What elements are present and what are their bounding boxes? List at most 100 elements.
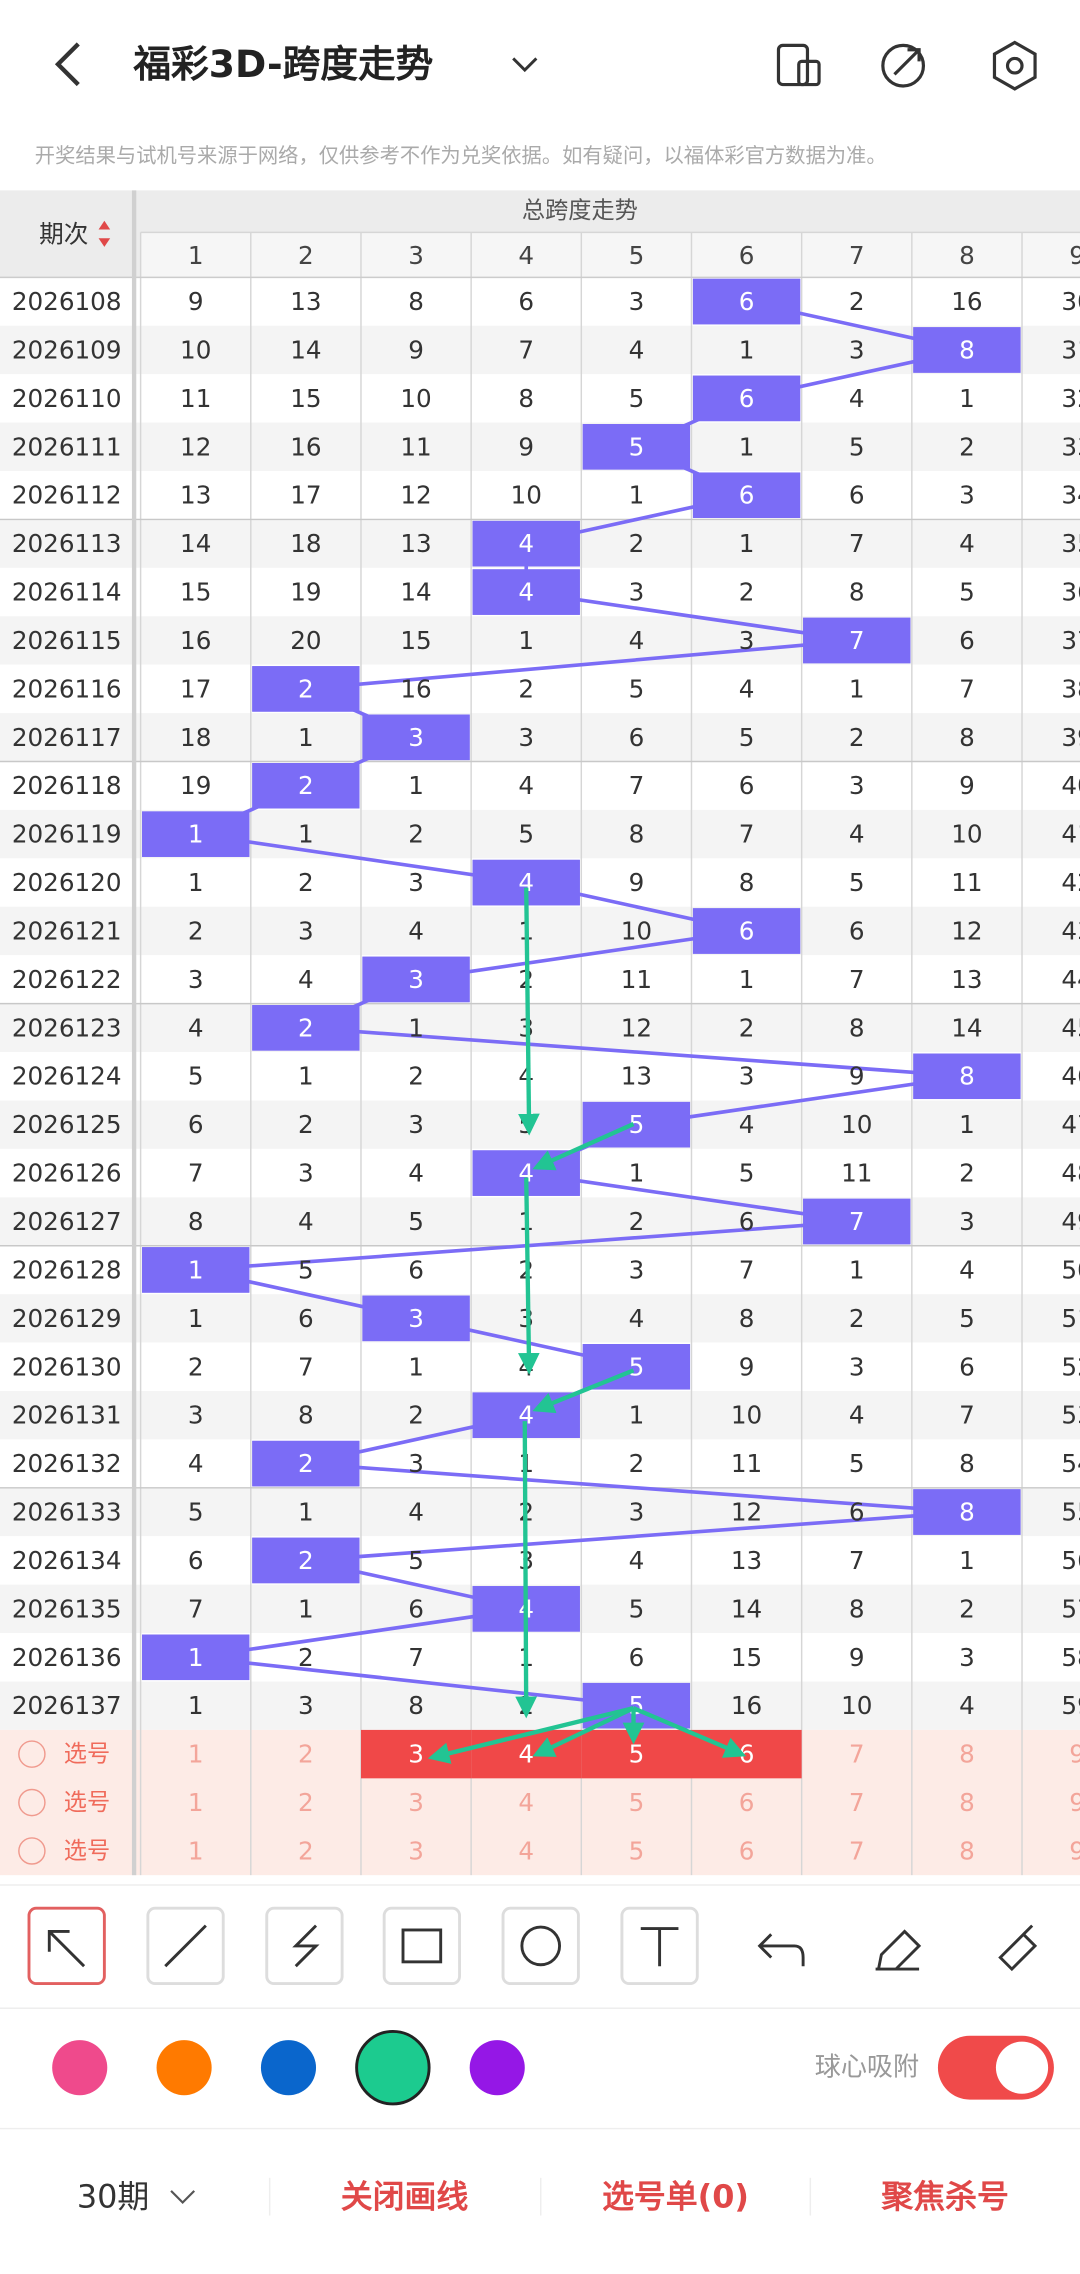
- cell: 5: [629, 1110, 645, 1139]
- cell: 8: [518, 384, 534, 413]
- pick-cell[interactable]: 2: [298, 1836, 314, 1865]
- cell: 12: [731, 1498, 762, 1527]
- pick-cell[interactable]: 8: [959, 1740, 975, 1769]
- pick-list-button[interactable]: 选号单(0): [602, 2178, 749, 2216]
- hit-cell-face: [692, 908, 801, 954]
- cell: 53: [1061, 1401, 1080, 1430]
- period: 2026112: [12, 481, 122, 510]
- cell: 8: [739, 868, 755, 897]
- column-header: 7: [849, 241, 865, 270]
- pick-cell[interactable]: 1: [188, 1788, 204, 1817]
- period-count[interactable]: 30期: [77, 2178, 149, 2216]
- period: 2026133: [12, 1498, 122, 1527]
- period: 2026127: [12, 1207, 122, 1236]
- cell: 8: [408, 1691, 424, 1720]
- pick-cell[interactable]: 3: [408, 1836, 424, 1865]
- color-swatch[interactable]: [156, 2040, 212, 2096]
- cell: 6: [739, 287, 755, 316]
- pick-cell[interactable]: 5: [629, 1788, 645, 1817]
- pick-cell[interactable]: 2: [298, 1788, 314, 1817]
- hit-cell-face: [913, 1489, 1021, 1535]
- pick-cell[interactable]: 9: [1069, 1836, 1080, 1865]
- pick-cell[interactable]: 2: [298, 1740, 314, 1769]
- pick-cell[interactable]: 8: [959, 1788, 975, 1817]
- tool-text[interactable]: [620, 1906, 699, 1986]
- cell: 3: [849, 335, 865, 364]
- pick-cell[interactable]: 3: [408, 1740, 424, 1769]
- pick-cell[interactable]: 5: [629, 1836, 645, 1865]
- pick-cell[interactable]: 4: [518, 1740, 534, 1769]
- cell: 10: [841, 1110, 872, 1139]
- pick-cell[interactable]: 1: [188, 1740, 204, 1769]
- share-icon[interactable]: [881, 43, 926, 88]
- color-swatch[interactable]: [469, 2040, 525, 2096]
- snap-toggle[interactable]: [937, 2035, 1054, 2100]
- cell: 2: [629, 1207, 645, 1236]
- cell: 58: [1061, 1643, 1080, 1672]
- period: 2026136: [12, 1643, 122, 1672]
- pick-radio[interactable]: [18, 1788, 46, 1817]
- cell: 2: [408, 1401, 424, 1430]
- cell: 6: [188, 1546, 204, 1575]
- pick-cell[interactable]: 5: [629, 1740, 645, 1769]
- pick-cell[interactable]: 1: [188, 1836, 204, 1865]
- cell: 37: [1061, 626, 1080, 655]
- pick-cell[interactable]: 7: [849, 1740, 865, 1769]
- tool-line[interactable]: [146, 1906, 225, 1986]
- close-lines-button[interactable]: 关闭画线: [341, 2178, 469, 2216]
- pick-cell[interactable]: 3: [408, 1788, 424, 1817]
- col-header-bg: [140, 232, 1080, 278]
- cell: 5: [408, 1207, 424, 1236]
- tool-undo[interactable]: [757, 1933, 805, 1967]
- pick-cell[interactable]: 6: [739, 1836, 755, 1865]
- cell: 6: [739, 1207, 755, 1236]
- cell: 5: [959, 1304, 975, 1333]
- tool-select[interactable]: [27, 1906, 106, 1986]
- color-swatch[interactable]: [260, 2040, 317, 2096]
- cell: 10: [621, 917, 652, 946]
- cell: 1: [298, 723, 314, 752]
- cell: 5: [849, 432, 865, 461]
- device-icon[interactable]: [776, 43, 810, 87]
- tool-rect[interactable]: [382, 1906, 461, 1986]
- share-arrow: [893, 48, 921, 76]
- pick-cell[interactable]: 9: [1069, 1788, 1080, 1817]
- pick-cell[interactable]: 6: [739, 1788, 755, 1817]
- cell: 5: [629, 432, 645, 461]
- pick-cell[interactable]: 8: [959, 1836, 975, 1865]
- hit-cell-face: [252, 1005, 360, 1051]
- title-dropdown[interactable]: [512, 57, 538, 73]
- pick-cell[interactable]: 7: [849, 1788, 865, 1817]
- cell: 2: [629, 1449, 645, 1478]
- pick-cell[interactable]: 4: [518, 1836, 534, 1865]
- cell: 7: [959, 1401, 975, 1430]
- cell: 7: [849, 1546, 865, 1575]
- hit-cell-face: [913, 327, 1021, 373]
- settings-icon[interactable]: [992, 40, 1037, 91]
- pick-cell[interactable]: 7: [849, 1836, 865, 1865]
- period: 2026135: [12, 1594, 122, 1623]
- cell: 1: [408, 771, 424, 800]
- cell: 4: [518, 1401, 534, 1430]
- cell: 4: [849, 384, 865, 413]
- tool-curve[interactable]: [265, 1906, 344, 1986]
- cell: 1: [298, 1062, 314, 1091]
- color-swatch[interactable]: [52, 2040, 108, 2096]
- cell: 3: [518, 723, 534, 752]
- pick-radio[interactable]: [18, 1837, 46, 1865]
- pick-cell[interactable]: 9: [1069, 1740, 1080, 1769]
- tool-eraser[interactable]: [875, 1929, 922, 1971]
- back-button[interactable]: [54, 42, 80, 87]
- cell: 3: [408, 868, 424, 897]
- tool-circle[interactable]: [501, 1906, 580, 1986]
- tool-clear[interactable]: [998, 1924, 1038, 1972]
- color-swatch[interactable]: [355, 2029, 431, 2106]
- pick-radio[interactable]: [18, 1740, 46, 1768]
- pick-cell[interactable]: 4: [518, 1788, 534, 1817]
- focus-kill-button[interactable]: 聚焦杀号: [880, 2178, 1008, 2216]
- drawn-arrow: [532, 1368, 635, 1414]
- cell: 13: [290, 287, 321, 316]
- cell: 1: [298, 1594, 314, 1623]
- pick-label: 选号: [64, 1741, 110, 1768]
- cell: 7: [298, 1352, 314, 1381]
